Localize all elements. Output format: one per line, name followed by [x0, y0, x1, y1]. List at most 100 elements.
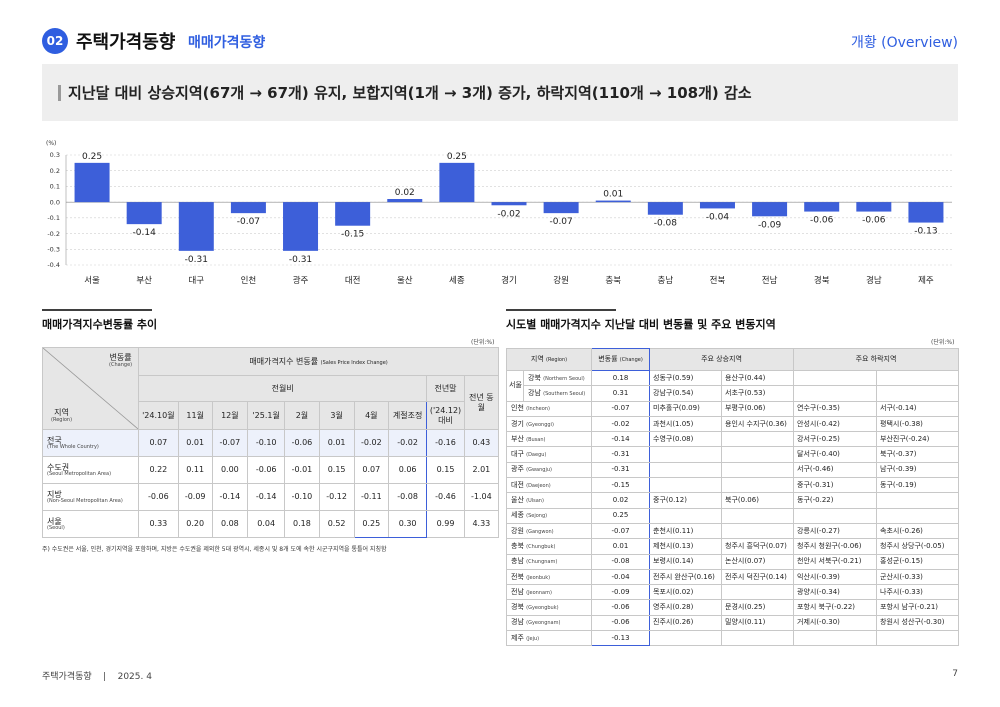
row-region-ko: 세종: [511, 511, 524, 520]
bar-경북: [804, 202, 840, 212]
x-tick-label: 대전: [345, 275, 361, 286]
row-region: 강원 (Gangwon): [506, 522, 592, 540]
data-label: -0.31: [185, 255, 208, 265]
rising-region-cell: [649, 507, 722, 524]
table-cell: -0.10: [246, 429, 286, 457]
table-row: 부산 (Busan) -0.14 수영구(0.08) 강서구(-0.25) 부산진구(-…: [506, 431, 959, 448]
row-region-en: (Non-Seoul Metropolitan Area): [47, 497, 123, 504]
group-header-ko: 매매가격지수 변동률: [249, 356, 319, 366]
table-cell: 0.01: [318, 429, 355, 457]
row-region: 부산 (Busan): [506, 431, 592, 448]
column-header: ('24.12) 대비: [426, 401, 465, 430]
table-cell: -0.10: [284, 483, 320, 511]
rising-region-cell: [721, 630, 794, 647]
group-header: 매매가격지수 변동률 (Sales Price Index Change): [138, 347, 499, 376]
row-region: 수도권 (Seoul Metropolitan Area): [41, 456, 140, 484]
change-cell: 0.01: [591, 538, 650, 555]
bar-대전: [335, 202, 371, 226]
table-row: 인천 (Incheon) -0.07 미추홀구(0.09) 부평구(0.06) 연수구(…: [506, 400, 959, 417]
falling-region-cell: [793, 507, 877, 524]
row-region-ko: 전북: [511, 572, 524, 581]
table-cell: 0.07: [138, 429, 179, 457]
change-cell: -0.07: [591, 400, 650, 417]
row-region-en: (Northern Seoul): [543, 375, 585, 382]
falling-region-cell: [876, 369, 959, 387]
falling-region-cell: 속초시(-0.26): [876, 522, 959, 540]
bar-인천: [230, 202, 266, 214]
data-label: -0.14: [133, 228, 157, 238]
table-cell: 0.11: [177, 456, 213, 484]
page-header: 02 주택가격동향 매매가격동향 개황 (Overview): [42, 26, 958, 56]
falling-region-cell: 평택시(-0.38): [876, 415, 959, 433]
change-cell: -0.31: [591, 446, 650, 463]
rising-region-cell: [721, 584, 794, 601]
row-region: 대구 (Daegu): [506, 446, 592, 463]
rising-region-cell: [721, 507, 794, 524]
table-cell: 0.01: [177, 429, 213, 457]
row-region-ko: 지방: [47, 489, 62, 499]
table-row: 전남 (Jeonnam) -0.09 목포시(0.02) 광양시(-0.34) 나주시(…: [506, 584, 959, 601]
rising-region-cell: 북구(0.06): [721, 492, 794, 509]
row-region: 경기 (Gyeonggi): [506, 415, 592, 433]
bar-경기: [491, 202, 527, 206]
overview-label: 개황 (Overview): [850, 35, 958, 51]
rising-regions-header: 주요 상승지역: [649, 348, 794, 371]
falling-region-cell: 나주시(-0.33): [876, 584, 959, 601]
falling-region-cell: 북구(-0.37): [876, 446, 959, 463]
data-label: -0.31: [289, 255, 312, 265]
row-region-ko: 전국: [47, 435, 62, 445]
table-cell: 0.33: [138, 510, 179, 538]
column-header: '24.10월: [138, 401, 179, 430]
rising-region-cell: 영주시(0.28): [649, 599, 722, 616]
falling-region-cell: [793, 385, 877, 402]
x-tick-label: 전남: [762, 275, 778, 286]
row-region-en: (Chungnam): [526, 559, 558, 566]
rising-region-cell: 부평구(0.06): [721, 400, 794, 417]
summary-text: 지난달 대비 상승지역(67개 → 67개) 유지, 보합지역(1개 → 3개)…: [68, 84, 752, 102]
falling-region-cell: [793, 369, 877, 387]
rising-region-cell: 성동구(0.59): [649, 369, 722, 387]
bar-충북: [595, 200, 631, 203]
corner-region-en: (Region): [51, 416, 73, 423]
column-header: 4월: [353, 401, 389, 430]
row-region-en: (Seoul Metropolitan Area): [47, 470, 112, 477]
change-cell: -0.14: [591, 431, 650, 448]
table-row: 수도권 (Seoul Metropolitan Area) 0.22 0.11 0.00…: [41, 456, 500, 484]
x-tick-label: 강원: [553, 275, 569, 286]
row-region: 울산 (Ulsan): [506, 492, 592, 509]
falling-region-cell: 익산시(-0.39): [793, 568, 877, 586]
table-cell: 2.01: [463, 456, 500, 484]
bar-충남: [647, 202, 683, 215]
falling-region-cell: 포항시 남구(-0.21): [876, 599, 959, 616]
rising-region-cell: 전주시 완산구(0.16): [649, 568, 722, 586]
falling-region-cell: 청주시 상당구(-0.05): [876, 538, 959, 555]
data-label: -0.07: [549, 217, 572, 227]
table-cell: 0.15: [318, 456, 355, 484]
data-label: -0.06: [810, 216, 834, 226]
row-region: 경남 (Gyeongnam): [506, 614, 592, 632]
bar-전남: [752, 202, 788, 217]
row-region-en: (Daegu): [526, 452, 547, 459]
y-tick-label: -0.2: [47, 230, 60, 238]
column-header: 2월: [284, 401, 320, 430]
table-row: 지방 (Non-Seoul Metropolitan Area) -0.06 -0.0…: [41, 483, 500, 511]
falling-region-cell: 광양시(-0.34): [793, 584, 877, 601]
column-header: 계절조정: [387, 401, 428, 430]
falling-region-cell: 동구(-0.22): [793, 492, 877, 509]
y-tick-label: -0.1: [47, 214, 60, 222]
data-label: 0.02: [395, 188, 415, 198]
table-cell: 0.15: [426, 456, 465, 484]
mom-header: 전월비: [138, 375, 428, 402]
falling-region-cell: 동구(-0.19): [876, 477, 959, 494]
table-cell: -0.01: [284, 456, 320, 484]
right-unit-label: (단위:%): [931, 339, 955, 346]
change-cell: -0.06: [591, 599, 650, 616]
change-cell: -0.06: [591, 614, 650, 632]
table-cell: -0.11: [353, 483, 389, 511]
falling-region-cell: 연수구(-0.35): [793, 400, 877, 417]
row-region-ko: 제주: [511, 633, 524, 642]
table-cell: -0.14: [246, 483, 286, 511]
section-title: 주택가격동향: [76, 32, 176, 53]
falling-region-cell: 안성시(-0.42): [793, 415, 877, 433]
table-row: 경기 (Gyeonggi) -0.02 과천시(1.05) 용인시 수지구(0.36)…: [506, 415, 959, 433]
